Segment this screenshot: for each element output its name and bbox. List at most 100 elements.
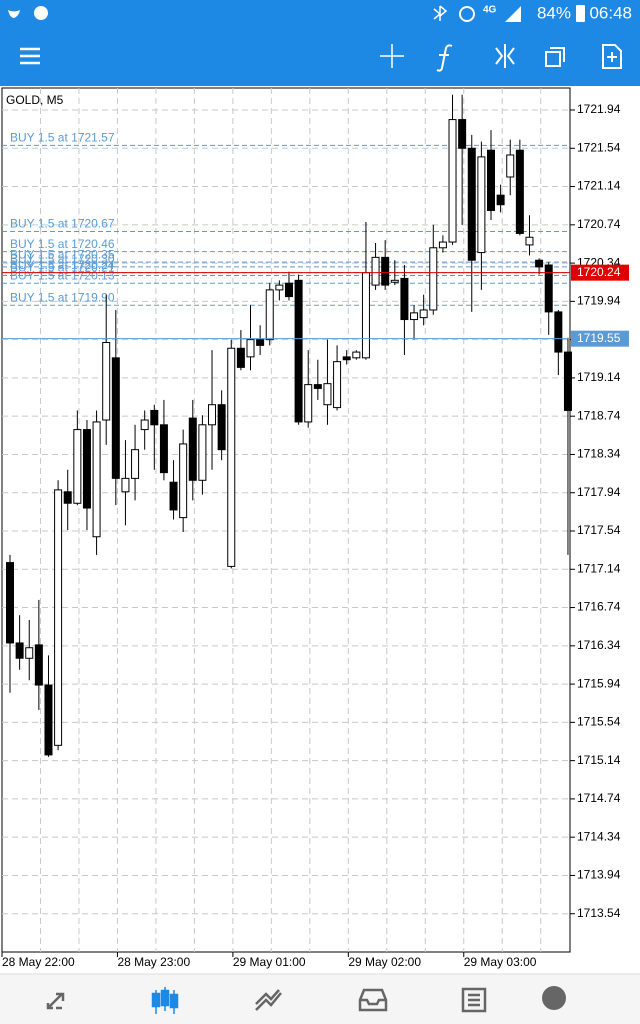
candle-body [6,562,14,644]
trade-tab[interactable] [255,989,282,1011]
y-tick-label: 1718.74 [577,408,621,422]
bluetooth-icon [433,5,448,21]
candle-body [140,419,149,431]
y-tick-label: 1716.74 [577,600,621,614]
order-label: BUY 1.5 at 1720.35 [10,247,115,261]
order-label: BUY 1.5 at 1720.46 [10,237,115,251]
candle-body [92,421,101,538]
y-tick-label: 1715.14 [577,753,621,767]
price-tag-label: 1719.55 [577,331,621,345]
candle-body [438,241,447,249]
candle-body [429,247,438,311]
x-tick-label: 29 May 02:00 [348,955,421,969]
candle-body [63,491,72,504]
candle-body [121,477,130,493]
y-tick-label: 1713.54 [577,906,621,920]
candle-body [111,357,120,479]
toolbar [20,44,622,72]
signal-icon [505,6,521,22]
y-tick-label: 1719.14 [577,370,621,384]
candle-body [236,347,245,368]
bottom-nav [0,974,640,1024]
chart-tab[interactable] [151,987,179,1014]
candle-body [294,279,303,423]
y-tick-label: 1721.14 [577,179,621,193]
app-bar [0,0,640,86]
x-tick-label: 29 May 03:00 [464,955,537,969]
candle-body [381,256,390,286]
quotes-tab[interactable] [46,992,65,1010]
news-tab[interactable] [461,987,487,1013]
candle-body [217,404,226,451]
y-tick-label: 1715.94 [577,676,621,690]
x-tick-label: 29 May 01:00 [233,955,306,969]
history-tab[interactable] [358,988,388,1012]
candle-body [131,449,140,479]
messenger-icon [34,6,48,20]
candle-body [467,147,476,261]
candle-body [554,311,563,353]
candle-body [284,282,293,298]
candle-body [448,119,457,243]
order-label: BUY 1.5 at 1720.21 [10,261,115,275]
candle-body [458,119,467,149]
candle-body [179,443,188,519]
candle-body [333,361,342,409]
order-label: BUY 1.5 at 1721.57 [10,131,115,145]
candle-body [256,339,265,346]
price-tag [571,264,629,281]
candle-body [535,259,544,268]
candle-body [323,383,332,406]
x-tick-label: 28 May 23:00 [117,955,190,969]
candle-body [169,481,178,511]
candle-body [188,417,197,481]
candle-body [525,236,534,246]
candle-body [371,256,380,286]
candle-body [419,309,428,319]
candle-body [208,404,217,426]
candle-body [390,279,399,283]
alarm-icon [459,6,475,22]
y-tick-label: 1717.94 [577,485,621,499]
windows-button[interactable] [545,47,565,67]
menu-button[interactable] [20,47,40,65]
new-order-button[interactable] [602,44,622,69]
candle-body [477,156,486,254]
price-tag-label: 1720.24 [577,265,621,279]
trade-button[interactable] [495,44,515,68]
candle-body [563,351,572,411]
candle-body [34,644,43,686]
price-tag [571,330,629,347]
candle-body [313,384,322,389]
candle-body [515,149,524,234]
candle-body [487,149,495,211]
candle-body [352,351,361,359]
y-tick-label: 1721.94 [577,102,621,116]
candle-body [506,154,515,178]
crosshair-button[interactable] [380,44,404,68]
y-tick-label: 1715.54 [577,715,621,729]
candle-body [73,429,82,504]
messages-tab[interactable] [542,986,566,1010]
battery-icon [576,5,585,22]
y-tick-label: 1714.34 [577,829,621,843]
candle-body [150,409,159,426]
order-label: BUY 1.5 at 1720.30 [10,252,115,266]
symbol-title: GOLD, M5 [6,93,64,107]
candle-body [410,312,419,321]
candle-body [44,684,53,756]
order-label: BUY 1.5 at 1720.13 [10,268,115,282]
x-tick-label: 28 May 22:00 [2,955,75,969]
candle-body [361,272,370,359]
y-tick-label: 1716.34 [577,638,621,652]
y-tick-label: 1717.14 [577,561,621,575]
status-icons [8,5,585,22]
y-tick-label: 1721.54 [577,140,621,154]
candle-body [496,194,505,206]
twitter-icon [8,10,20,18]
indicators-button[interactable] [436,44,453,72]
candle-body [227,347,236,567]
y-tick-label: 1719.94 [577,294,621,308]
y-tick-label: 1717.54 [577,523,621,537]
